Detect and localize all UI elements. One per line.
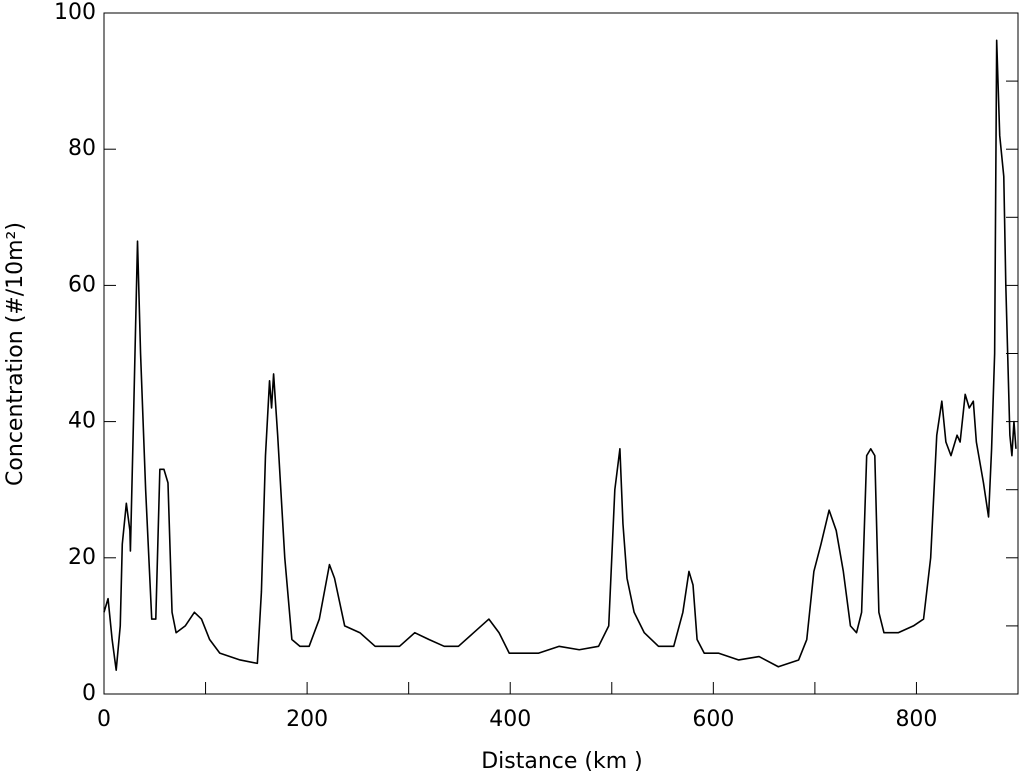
x-axis-label: Distance (km ) xyxy=(481,749,643,774)
data-line xyxy=(103,39,1017,671)
y-tick-label: 0 xyxy=(82,681,96,706)
y-tick-label: 80 xyxy=(68,136,96,161)
x-tick-label: 0 xyxy=(97,707,111,732)
y-tick-label: 40 xyxy=(68,409,96,434)
x-tick-label: 800 xyxy=(895,707,937,732)
plot-frame xyxy=(103,12,1019,695)
x-tick-label: 400 xyxy=(489,707,531,732)
x-tick-label: 200 xyxy=(286,707,328,732)
y-tick-label: 100 xyxy=(54,0,96,25)
x-tick-label: 600 xyxy=(692,707,734,732)
y-axis-label: Concentration (#/10m²) xyxy=(3,222,28,486)
y-tick-label: 20 xyxy=(68,545,96,570)
y-tick-label: 60 xyxy=(68,272,96,297)
